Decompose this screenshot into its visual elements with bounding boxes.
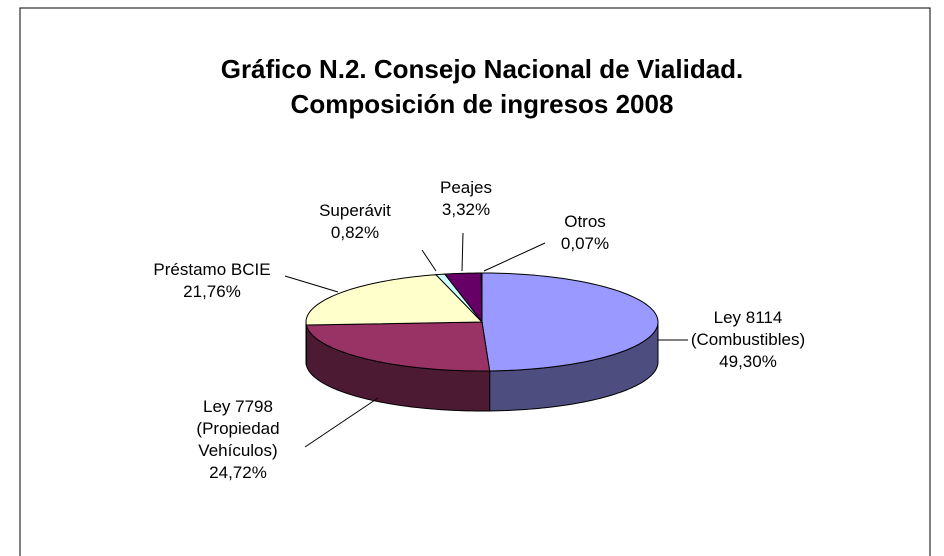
label-name: Otros	[564, 212, 606, 231]
label-value: 0,07%	[560, 234, 610, 253]
leader-line	[304, 397, 379, 448]
slice	[305, 274, 484, 326]
label-name: Ley 7798 (Propiedad Vehículos)	[196, 397, 280, 460]
data-label: Peajes 3,32%	[421, 177, 511, 221]
slice	[305, 321, 491, 372]
leader-line	[284, 275, 339, 293]
label-value: 21,76%	[183, 282, 241, 301]
leader-line	[483, 242, 546, 272]
label-name: Superávit	[319, 201, 391, 220]
label-name: Peajes	[440, 178, 492, 197]
data-label: Ley 8114 (Combustibles) 49,30%	[678, 307, 818, 373]
slice	[480, 272, 483, 323]
leader-line	[421, 249, 437, 272]
data-label: Préstamo BCIE 21,76%	[112, 259, 312, 303]
label-value: 49,30%	[719, 352, 777, 371]
label-value: 3,32%	[441, 200, 491, 219]
label-value: 24,72%	[209, 463, 267, 482]
slice	[481, 272, 659, 372]
label-value: 0,82%	[330, 223, 380, 242]
data-label: Superávit 0,82%	[300, 200, 410, 244]
leader-line	[461, 232, 464, 272]
label-name: Préstamo BCIE	[153, 260, 271, 279]
label-name: Ley 8114 (Combustibles)	[690, 308, 806, 349]
slice	[443, 272, 483, 324]
data-label: Ley 7798 (Propiedad Vehículos) 24,72%	[183, 396, 293, 484]
chart-title: Gráfico N.2. Consejo Nacional de Vialida…	[220, 54, 744, 119]
data-label: Otros 0,07%	[540, 211, 630, 255]
